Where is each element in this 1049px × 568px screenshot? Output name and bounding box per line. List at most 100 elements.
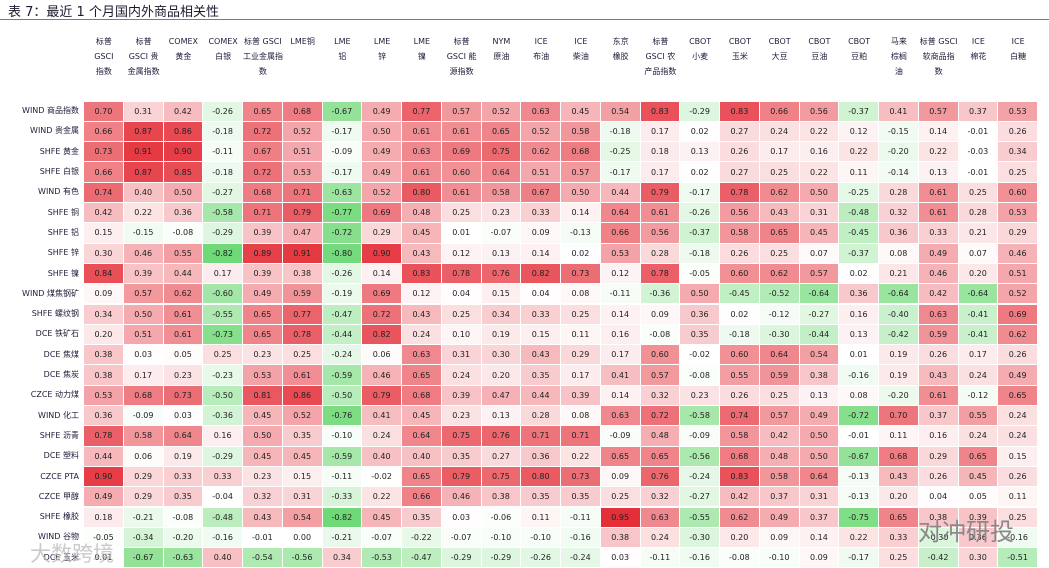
heatmap-cell: 0.25 xyxy=(879,548,918,568)
heatmap-cell: 0.09 xyxy=(600,466,640,487)
row-label: DCE 塑料 xyxy=(43,451,79,461)
row-label: WIND 谷物 xyxy=(38,532,79,542)
column-header: 标普 GSCI 贵金属指数 xyxy=(124,34,164,79)
heatmap-cell: 0.39 xyxy=(561,385,600,405)
heatmap-cell: 0.09 xyxy=(799,548,839,568)
column-header-line: 小麦 xyxy=(692,52,709,61)
heatmap-cell: -0.10 xyxy=(521,527,560,548)
heatmap-cell: -0.56 xyxy=(282,548,322,568)
heatmap-cell: -0.52 xyxy=(759,284,799,304)
heatmap-cell: 0.45 xyxy=(561,101,600,121)
heatmap-cell: 0.70 xyxy=(84,101,123,121)
heatmap-cell: 0.69 xyxy=(441,142,481,162)
heatmap-cell: 0.72 xyxy=(243,121,282,142)
heatmap-cell: 0.23 xyxy=(243,466,282,487)
heatmap-cell: 0.74 xyxy=(720,406,759,426)
heatmap-cell: 0.71 xyxy=(561,426,600,446)
heatmap-cell: 0.15 xyxy=(84,223,123,243)
heatmap-cell: 0.54 xyxy=(600,101,640,121)
heatmap-cell: 0.47 xyxy=(282,223,322,243)
heatmap-cell: 0.79 xyxy=(640,182,680,202)
heatmap-cell: 0.78 xyxy=(441,263,481,284)
heatmap-cell: 0.39 xyxy=(958,507,998,527)
heatmap-cell: 0.61 xyxy=(640,203,680,223)
heatmap-cell: 0.20 xyxy=(879,487,918,507)
heatmap-cell: 0.62 xyxy=(998,324,1037,345)
heatmap-cell: 0.15 xyxy=(282,466,322,487)
heatmap-cell: 0.27 xyxy=(720,162,759,182)
heatmap-cell: -0.45 xyxy=(720,284,759,304)
column-header-line: ICE xyxy=(534,37,548,46)
heatmap-cell: 0.79 xyxy=(282,203,322,223)
heatmap-cell: -0.01 xyxy=(958,121,998,142)
heatmap-cell: 0.46 xyxy=(998,243,1037,263)
heatmap-cell: 0.59 xyxy=(759,365,799,385)
heatmap-cell: 0.57 xyxy=(799,263,839,284)
heatmap-cell: 0.86 xyxy=(163,121,203,142)
heatmap-cell: -0.45 xyxy=(839,223,878,243)
heatmap-cell: 0.46 xyxy=(441,487,481,507)
heatmap-cell: 0.50 xyxy=(680,284,719,304)
heatmap-cell: -0.18 xyxy=(600,121,640,142)
heatmap-cell: 0.24 xyxy=(640,527,680,548)
heatmap-cell: 0.53 xyxy=(282,162,322,182)
heatmap-cell: 0.13 xyxy=(481,243,521,263)
heatmap-cell: 0.12 xyxy=(600,263,640,284)
heatmap-cell: 0.25 xyxy=(998,507,1037,527)
heatmap-cell: 0.17 xyxy=(759,142,799,162)
heatmap-cell: 0.08 xyxy=(561,284,600,304)
heatmap-cell: 0.32 xyxy=(243,487,282,507)
heatmap-cell: 0.01 xyxy=(441,223,481,243)
heatmap-cell: 0.11 xyxy=(998,487,1037,507)
heatmap-cell: -0.77 xyxy=(322,203,362,223)
heatmap-cell: 0.35 xyxy=(163,487,203,507)
heatmap-cell: -0.09 xyxy=(600,426,640,446)
heatmap-cell: 0.15 xyxy=(481,284,521,304)
heatmap-cell: 0.45 xyxy=(243,406,282,426)
heatmap-cell: -0.02 xyxy=(362,466,401,487)
heatmap-cell: 0.45 xyxy=(958,466,998,487)
heatmap-cell: 0.19 xyxy=(481,324,521,345)
heatmap-cell: -0.37 xyxy=(680,223,719,243)
heatmap-cell: -0.67 xyxy=(123,548,163,568)
row-label: SHFE 白银 xyxy=(39,167,79,177)
heatmap-cell: 0.17 xyxy=(640,121,680,142)
heatmap-cell: 0.03 xyxy=(163,406,203,426)
heatmap-cell: 0.22 xyxy=(799,162,839,182)
heatmap-cell: 0.72 xyxy=(362,304,401,324)
heatmap-cell: 0.63 xyxy=(402,345,441,365)
heatmap-cell: 0.38 xyxy=(918,507,958,527)
heatmap-cell: 0.69 xyxy=(362,203,401,223)
heatmap-cell: 0.47 xyxy=(481,385,521,405)
heatmap-cell: 0.53 xyxy=(998,203,1037,223)
heatmap-cell: 0.09 xyxy=(521,223,560,243)
heatmap-cell: 0.61 xyxy=(163,304,203,324)
heatmap-cell: 0.66 xyxy=(84,162,123,182)
heatmap-cell: -0.08 xyxy=(640,324,680,345)
column-header-line: CBOT xyxy=(689,37,712,46)
heatmap-cell: 0.20 xyxy=(958,263,998,284)
heatmap-cell: 0.26 xyxy=(918,345,958,365)
heatmap-cell: -0.73 xyxy=(203,324,242,345)
column-header-line: LME铜 xyxy=(290,37,315,46)
heatmap-cell: 0.33 xyxy=(521,203,560,223)
heatmap-cell: 0.45 xyxy=(799,223,839,243)
heatmap-cell: 0.17 xyxy=(958,345,998,365)
heatmap-cell: 0.59 xyxy=(918,324,958,345)
heatmap-cell: -0.24 xyxy=(561,548,600,568)
heatmap-cell: -0.36 xyxy=(640,284,680,304)
heatmap-cell: 0.18 xyxy=(84,507,123,527)
heatmap-cell: 0.73 xyxy=(163,385,203,405)
heatmap-cell: 0.51 xyxy=(521,162,560,182)
heatmap-cell: 0.58 xyxy=(720,223,759,243)
heatmap-cell: -0.11 xyxy=(561,507,600,527)
heatmap-cell: 0.28 xyxy=(521,406,560,426)
heatmap-cell: 0.68 xyxy=(243,182,282,202)
heatmap-cell: 0.67 xyxy=(243,142,282,162)
heatmap-cell: -0.11 xyxy=(600,284,640,304)
column-header-line: 柴油 xyxy=(572,52,589,61)
heatmap-cell: 0.61 xyxy=(918,385,958,405)
heatmap-cell: 0.04 xyxy=(521,284,560,304)
heatmap-cell: -0.09 xyxy=(322,142,362,162)
heatmap-cell: 0.42 xyxy=(163,101,203,121)
